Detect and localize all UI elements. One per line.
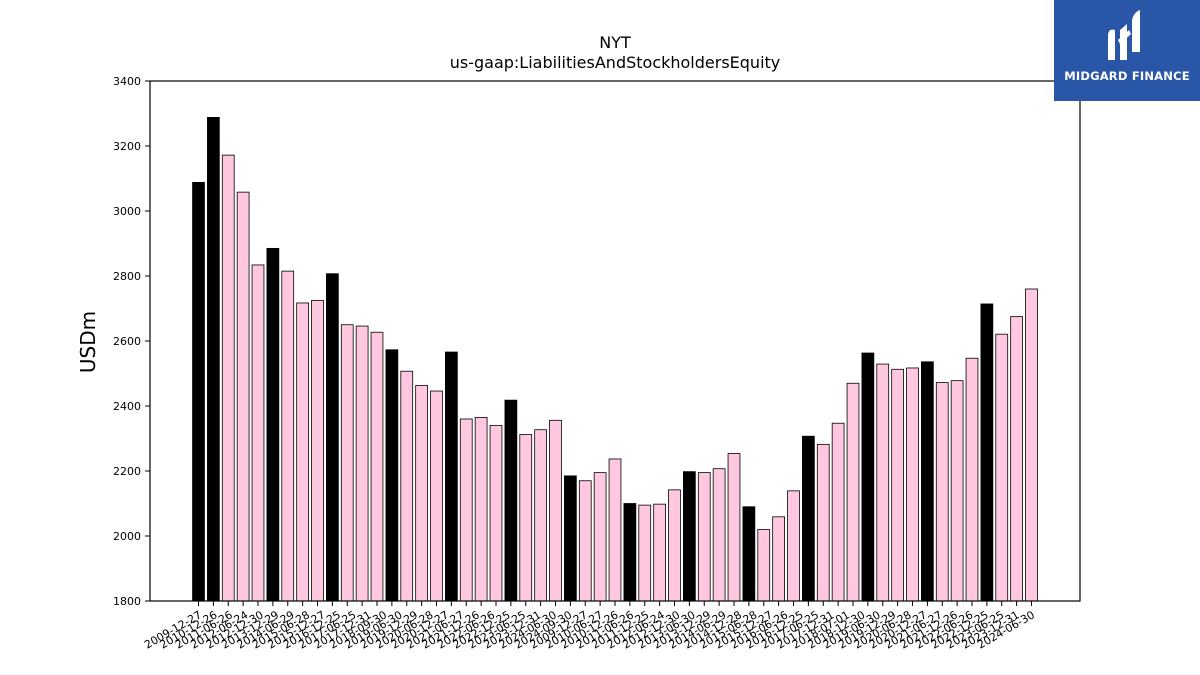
bar: [355, 325, 369, 602]
bar: [207, 117, 220, 602]
bar: [668, 489, 681, 602]
bar: [816, 443, 830, 602]
y-tick-label: 2000: [113, 530, 141, 543]
bar: [370, 331, 384, 602]
bar: [727, 453, 741, 602]
chart-title: NYT: [599, 33, 631, 52]
bar: [549, 419, 562, 602]
bar: [980, 303, 994, 602]
bar: [876, 363, 890, 602]
y-tick-label: 2200: [113, 465, 141, 478]
bar: [296, 302, 309, 602]
y-tick-label: 2800: [113, 270, 141, 283]
y-axis: 1800 2000 2200 2400 2600 2800 3000 3200 3400: [113, 75, 150, 608]
bar: [831, 422, 845, 602]
bar: [683, 471, 696, 602]
bar: [221, 154, 235, 602]
bar: [921, 361, 934, 602]
bar: [653, 503, 666, 602]
bar: [742, 506, 756, 602]
bar: [623, 503, 637, 602]
bar: [385, 349, 399, 602]
logo-text: MIDGARD FINANCE: [1064, 69, 1190, 83]
bar: [578, 480, 592, 602]
bar: [415, 385, 428, 602]
bar: [965, 357, 979, 602]
bar: [950, 380, 964, 602]
bar: [519, 434, 533, 602]
bar: [846, 382, 860, 602]
bar: [638, 504, 652, 602]
bar: [281, 270, 295, 602]
bar: [504, 399, 518, 602]
x-axis: 2009-12-272010-12-262011-06-262012-06-24…: [142, 601, 1037, 652]
bar: [787, 490, 800, 602]
y-tick-label: 2600: [113, 335, 141, 348]
bar: [400, 370, 414, 602]
y-tick-label: 3200: [113, 140, 141, 153]
bar: [430, 390, 443, 602]
bar: [935, 382, 949, 602]
bar: [772, 516, 785, 602]
midgard-finance-logo: MIDGARD FINANCE: [1054, 0, 1200, 101]
y-axis-label: USDm: [76, 311, 100, 373]
bar: [802, 435, 815, 602]
bar: [906, 367, 919, 602]
bar: [489, 425, 503, 602]
y-tick-label: 2400: [113, 400, 141, 413]
bar: [593, 472, 607, 602]
bar: [326, 273, 339, 602]
bar: [891, 368, 904, 602]
bar: [266, 247, 280, 602]
bar: [608, 458, 622, 602]
bar: [236, 191, 250, 602]
chart-subtitle: us-gaap:LiabilitiesAndStockholdersEquity: [450, 53, 781, 72]
bar: [1025, 288, 1038, 602]
bar: [192, 181, 205, 602]
bar: [311, 299, 324, 602]
bar: [757, 529, 771, 602]
bar: [1010, 316, 1023, 602]
midgard-m-logo-icon: [1108, 10, 1140, 60]
bar: [251, 264, 265, 602]
y-tick-label: 1800: [113, 595, 141, 608]
bar: [861, 352, 875, 602]
bar: [459, 418, 473, 602]
bar: [564, 475, 577, 602]
bar: [445, 351, 458, 602]
bar: [995, 333, 1009, 602]
y-tick-label: 3000: [113, 205, 141, 218]
bar: [697, 472, 711, 602]
bar: [474, 416, 488, 602]
plot-frame: [149, 80, 1081, 602]
bar: [712, 468, 726, 602]
bars-group: [192, 117, 1038, 602]
bar: [340, 324, 354, 602]
bar: [534, 429, 547, 602]
y-tick-label: 3400: [113, 75, 141, 88]
